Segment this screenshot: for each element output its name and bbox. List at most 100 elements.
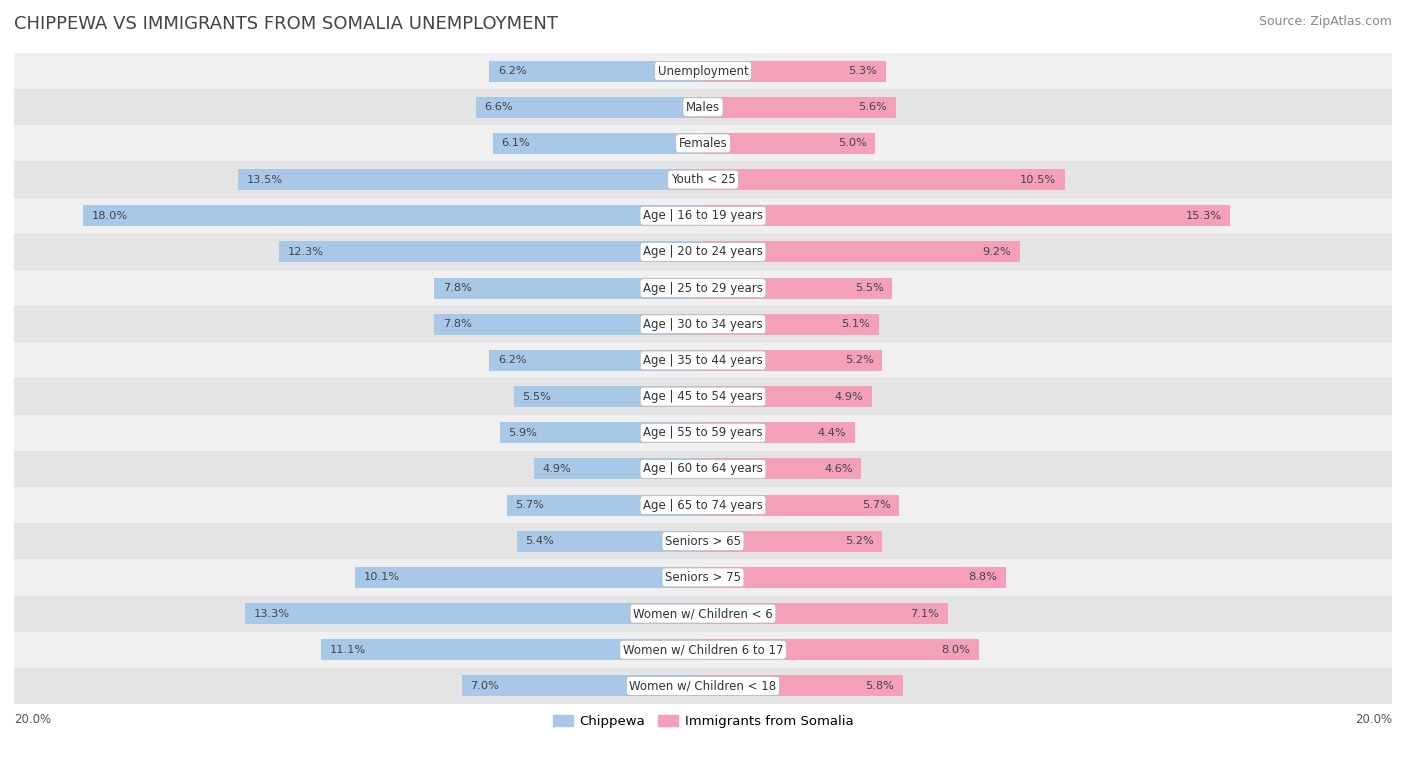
Bar xyxy=(14,126,1392,161)
Bar xyxy=(321,639,703,660)
Bar xyxy=(14,668,1392,704)
Text: Youth < 25: Youth < 25 xyxy=(671,173,735,186)
Text: 5.5%: 5.5% xyxy=(522,391,551,401)
Bar xyxy=(14,559,1392,596)
Text: 5.6%: 5.6% xyxy=(859,102,887,112)
Text: 6.2%: 6.2% xyxy=(498,356,527,366)
Bar xyxy=(14,487,1392,523)
Bar xyxy=(14,378,1392,415)
Bar xyxy=(703,531,882,552)
Bar xyxy=(703,313,879,335)
Text: 13.5%: 13.5% xyxy=(246,175,283,185)
Text: 5.7%: 5.7% xyxy=(862,500,891,510)
Text: 4.9%: 4.9% xyxy=(543,464,572,474)
Text: Source: ZipAtlas.com: Source: ZipAtlas.com xyxy=(1258,15,1392,28)
Text: 5.8%: 5.8% xyxy=(865,681,894,691)
Bar xyxy=(14,161,1392,198)
Text: 5.0%: 5.0% xyxy=(838,139,866,148)
Text: 6.6%: 6.6% xyxy=(484,102,513,112)
Bar xyxy=(703,61,886,82)
Bar xyxy=(14,198,1392,234)
Bar xyxy=(494,133,703,154)
Bar xyxy=(703,278,893,298)
Text: 5.9%: 5.9% xyxy=(509,428,537,438)
Text: 18.0%: 18.0% xyxy=(91,210,128,221)
Text: Seniors > 65: Seniors > 65 xyxy=(665,534,741,548)
Text: 5.7%: 5.7% xyxy=(515,500,544,510)
Text: 7.8%: 7.8% xyxy=(443,283,472,293)
Bar xyxy=(703,386,872,407)
Bar xyxy=(14,451,1392,487)
Bar xyxy=(517,531,703,552)
Text: Unemployment: Unemployment xyxy=(658,64,748,77)
Bar xyxy=(280,241,703,263)
Text: 8.0%: 8.0% xyxy=(941,645,970,655)
Text: 20.0%: 20.0% xyxy=(1355,712,1392,726)
Bar xyxy=(238,169,703,190)
Text: 5.2%: 5.2% xyxy=(845,356,873,366)
Text: 11.1%: 11.1% xyxy=(329,645,366,655)
Bar xyxy=(245,603,703,624)
Bar xyxy=(489,61,703,82)
Text: 12.3%: 12.3% xyxy=(288,247,323,257)
Bar xyxy=(703,639,979,660)
Bar xyxy=(14,234,1392,270)
Bar xyxy=(14,270,1392,306)
Bar xyxy=(513,386,703,407)
Bar xyxy=(83,205,703,226)
Bar xyxy=(703,169,1064,190)
Text: Age | 55 to 59 years: Age | 55 to 59 years xyxy=(643,426,763,439)
Bar xyxy=(14,89,1392,126)
Bar xyxy=(534,459,703,479)
Text: Women w/ Children 6 to 17: Women w/ Children 6 to 17 xyxy=(623,643,783,656)
Bar xyxy=(475,97,703,118)
Text: Women w/ Children < 6: Women w/ Children < 6 xyxy=(633,607,773,620)
Bar xyxy=(703,459,862,479)
Bar xyxy=(703,350,882,371)
Text: Age | 30 to 34 years: Age | 30 to 34 years xyxy=(643,318,763,331)
Bar xyxy=(499,422,703,444)
Text: Seniors > 75: Seniors > 75 xyxy=(665,571,741,584)
Bar xyxy=(703,241,1019,263)
Text: 4.4%: 4.4% xyxy=(817,428,846,438)
Text: 4.6%: 4.6% xyxy=(824,464,853,474)
Text: 6.2%: 6.2% xyxy=(498,66,527,76)
Text: Age | 35 to 44 years: Age | 35 to 44 years xyxy=(643,354,763,367)
Bar xyxy=(14,342,1392,378)
Bar xyxy=(703,205,1230,226)
Bar xyxy=(703,603,948,624)
Bar xyxy=(703,97,896,118)
Text: 6.1%: 6.1% xyxy=(502,139,530,148)
Bar xyxy=(14,596,1392,631)
Bar xyxy=(703,675,903,696)
Text: Age | 45 to 54 years: Age | 45 to 54 years xyxy=(643,390,763,403)
Bar xyxy=(14,53,1392,89)
Text: Age | 25 to 29 years: Age | 25 to 29 years xyxy=(643,282,763,294)
Bar xyxy=(703,494,900,516)
Text: 13.3%: 13.3% xyxy=(253,609,290,618)
Text: 5.1%: 5.1% xyxy=(841,319,870,329)
Text: Age | 65 to 74 years: Age | 65 to 74 years xyxy=(643,499,763,512)
Text: 5.5%: 5.5% xyxy=(855,283,884,293)
Legend: Chippewa, Immigrants from Somalia: Chippewa, Immigrants from Somalia xyxy=(547,709,859,734)
Text: 10.1%: 10.1% xyxy=(364,572,399,582)
Bar xyxy=(14,415,1392,451)
Text: 10.5%: 10.5% xyxy=(1019,175,1056,185)
Text: Males: Males xyxy=(686,101,720,114)
Text: Age | 16 to 19 years: Age | 16 to 19 years xyxy=(643,209,763,223)
Text: Age | 20 to 24 years: Age | 20 to 24 years xyxy=(643,245,763,258)
Bar xyxy=(506,494,703,516)
Bar xyxy=(434,278,703,298)
Text: 5.4%: 5.4% xyxy=(526,536,554,547)
Bar xyxy=(434,313,703,335)
Text: 5.2%: 5.2% xyxy=(845,536,873,547)
Text: Females: Females xyxy=(679,137,727,150)
Text: 7.8%: 7.8% xyxy=(443,319,472,329)
Bar xyxy=(356,567,703,588)
Text: 9.2%: 9.2% xyxy=(983,247,1011,257)
Text: Women w/ Children < 18: Women w/ Children < 18 xyxy=(630,680,776,693)
Text: 5.3%: 5.3% xyxy=(848,66,877,76)
Text: 7.0%: 7.0% xyxy=(471,681,499,691)
Bar xyxy=(703,567,1007,588)
Bar xyxy=(14,523,1392,559)
